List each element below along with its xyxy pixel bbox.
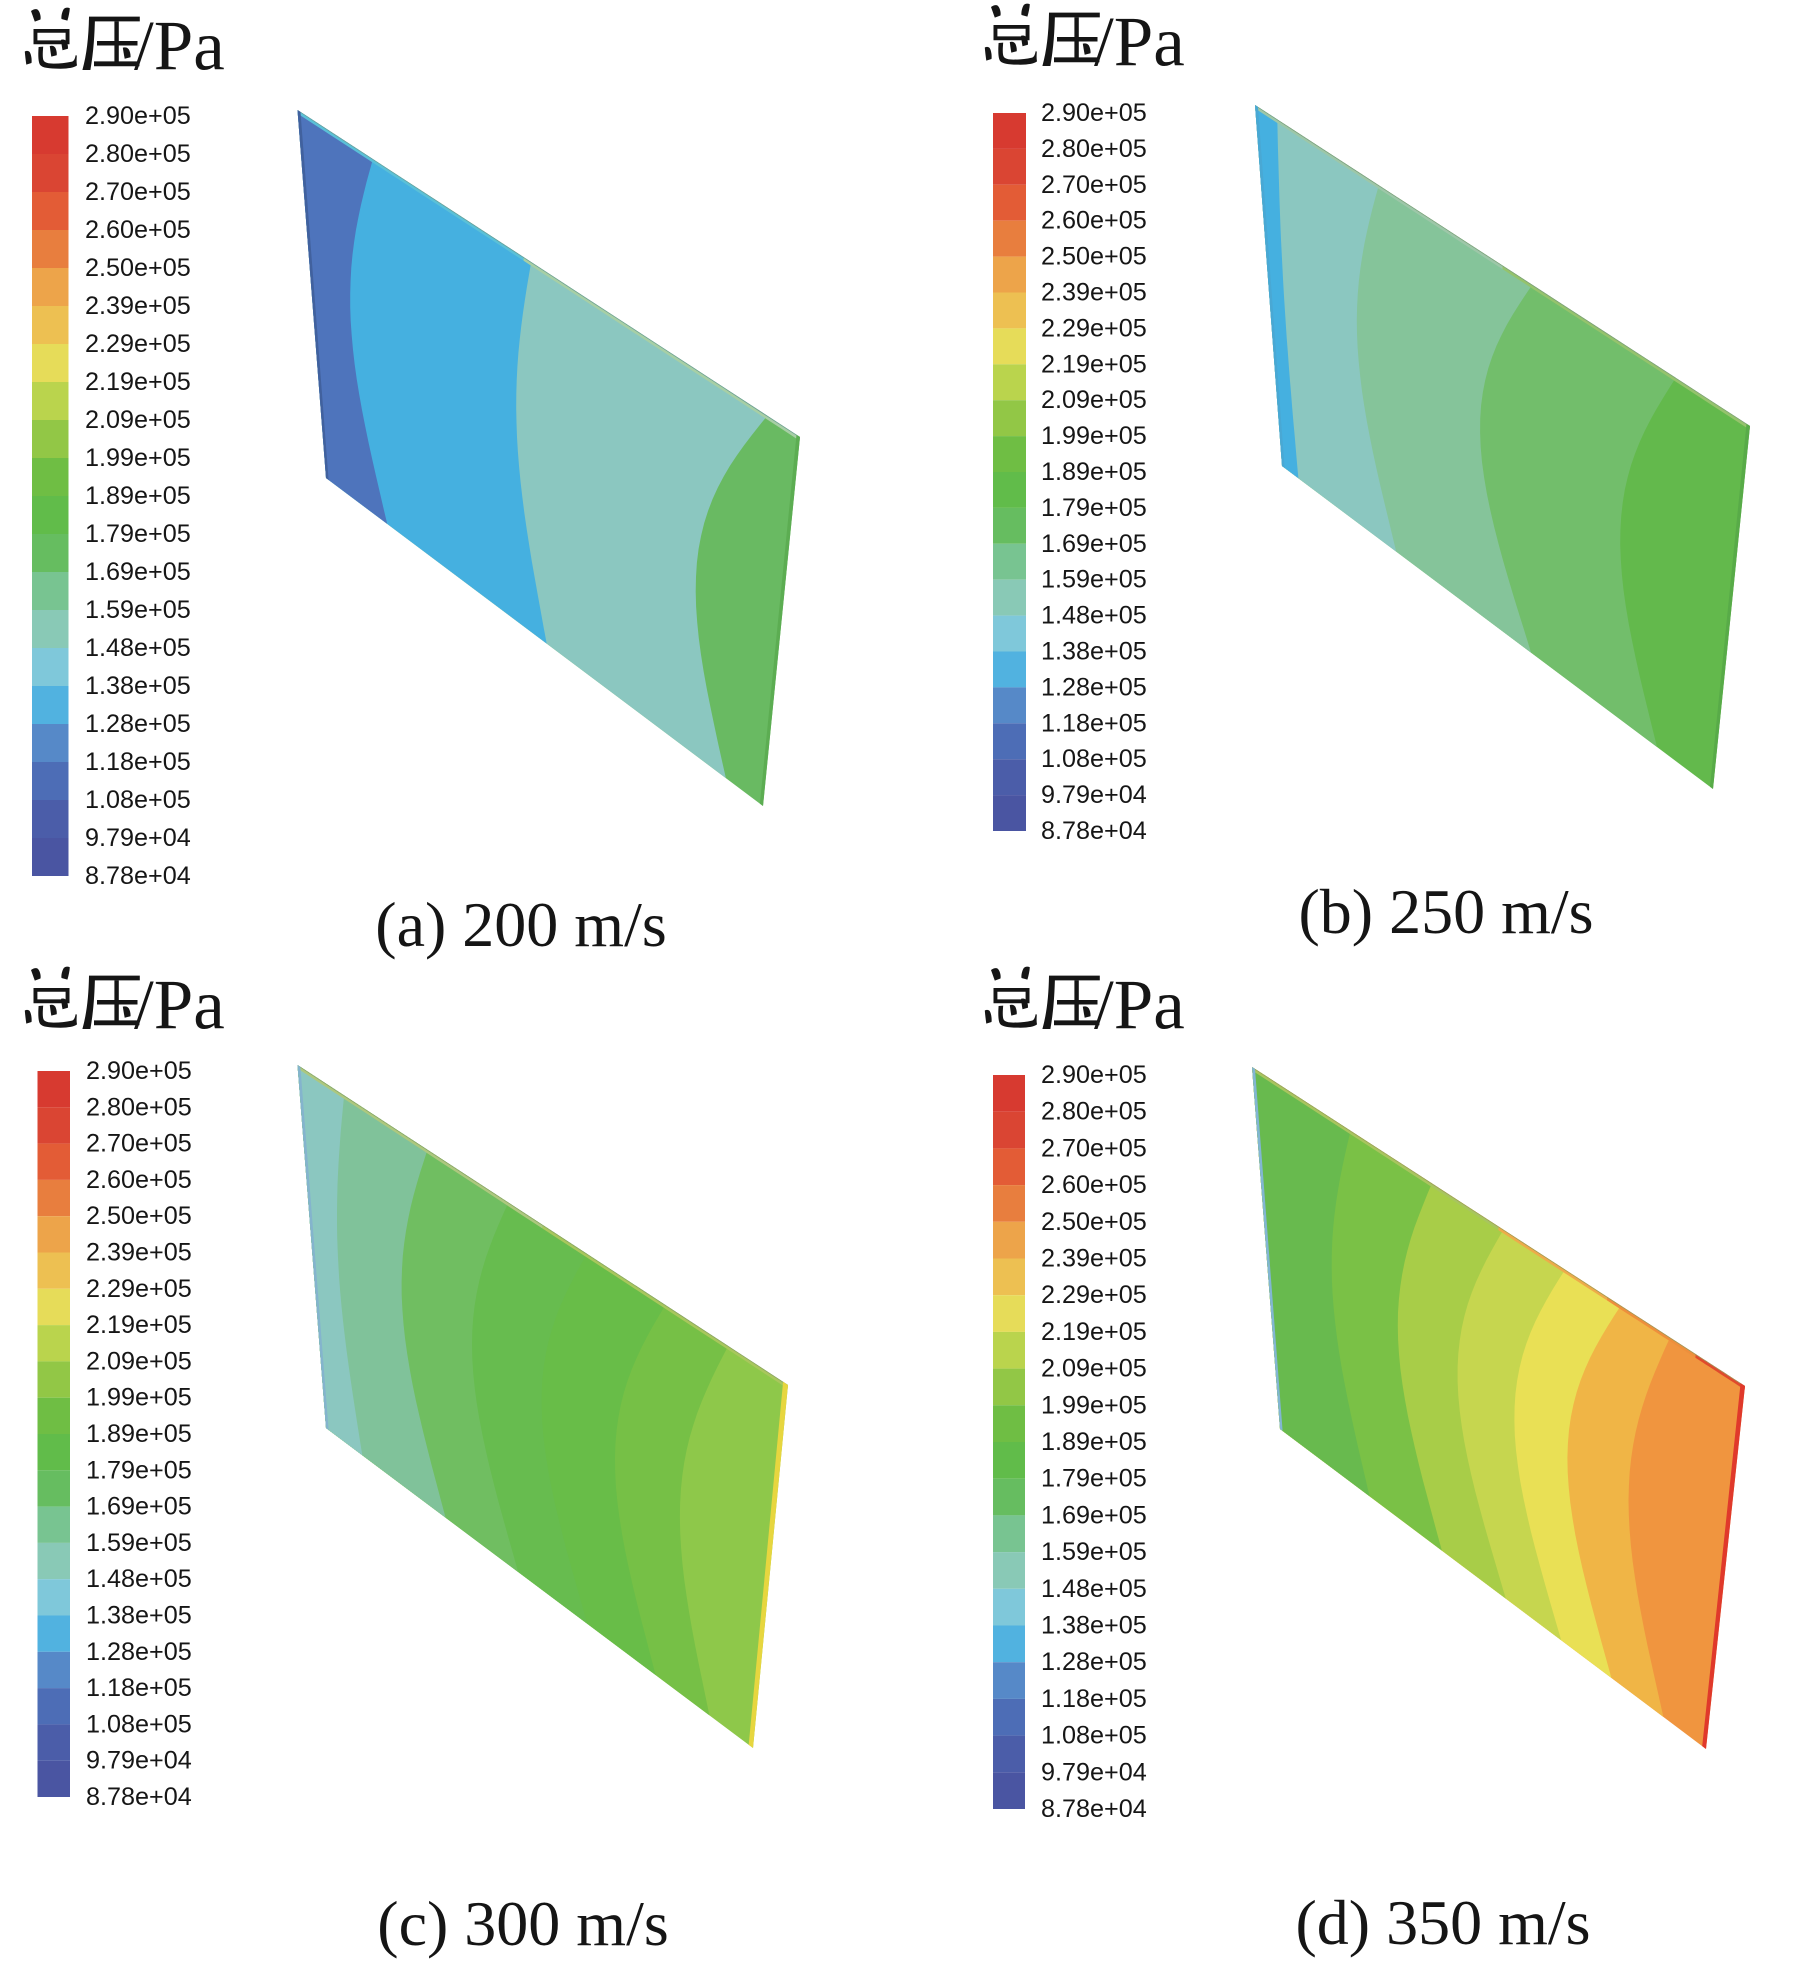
svg-text:2.09e+05: 2.09e+05 bbox=[1041, 1355, 1147, 1383]
svg-text:/Pa: /Pa bbox=[134, 967, 225, 1045]
svg-text:2.29e+05: 2.29e+05 bbox=[85, 330, 191, 358]
svg-text:2.39e+05: 2.39e+05 bbox=[1041, 279, 1147, 307]
svg-text:1.79e+05: 1.79e+05 bbox=[1041, 1465, 1147, 1493]
svg-text:2.70e+05: 2.70e+05 bbox=[85, 178, 191, 206]
svg-text:1.99e+05: 1.99e+05 bbox=[1041, 1391, 1147, 1419]
svg-text:9.79e+04: 9.79e+04 bbox=[1041, 1758, 1147, 1786]
svg-text:(b) 250 m/s: (b) 250 m/s bbox=[1298, 876, 1593, 947]
svg-text:1.89e+05: 1.89e+05 bbox=[86, 1420, 192, 1448]
svg-text:1.28e+05: 1.28e+05 bbox=[1041, 1648, 1147, 1676]
svg-text:2.29e+05: 2.29e+05 bbox=[1041, 1281, 1147, 1309]
svg-text:1.59e+05: 1.59e+05 bbox=[85, 596, 191, 624]
svg-text:1.79e+05: 1.79e+05 bbox=[85, 520, 191, 548]
svg-text:2.90e+05: 2.90e+05 bbox=[1041, 1061, 1147, 1089]
svg-text:2.80e+05: 2.80e+05 bbox=[85, 140, 191, 168]
svg-text:1.89e+05: 1.89e+05 bbox=[1041, 458, 1147, 486]
svg-text:1.99e+05: 1.99e+05 bbox=[85, 444, 191, 472]
svg-text:1.48e+05: 1.48e+05 bbox=[1041, 602, 1147, 630]
svg-text:2.70e+05: 2.70e+05 bbox=[1041, 1134, 1147, 1162]
svg-text:2.60e+05: 2.60e+05 bbox=[1041, 1171, 1147, 1199]
svg-text:1.89e+05: 1.89e+05 bbox=[1041, 1428, 1147, 1456]
svg-text:1.48e+05: 1.48e+05 bbox=[86, 1565, 192, 1593]
svg-text:2.80e+05: 2.80e+05 bbox=[1041, 1098, 1147, 1126]
svg-text:8.78e+04: 8.78e+04 bbox=[85, 862, 191, 890]
svg-text:/Pa: /Pa bbox=[134, 8, 225, 86]
svg-text:1.59e+05: 1.59e+05 bbox=[1041, 566, 1147, 594]
svg-text:1.69e+05: 1.69e+05 bbox=[1041, 1501, 1147, 1529]
svg-text:1.08e+05: 1.08e+05 bbox=[1041, 1722, 1147, 1750]
svg-text:1.38e+05: 1.38e+05 bbox=[86, 1602, 192, 1630]
svg-text:2.29e+05: 2.29e+05 bbox=[86, 1275, 192, 1303]
svg-text:1.48e+05: 1.48e+05 bbox=[85, 634, 191, 662]
svg-text:1.79e+05: 1.79e+05 bbox=[1041, 494, 1147, 522]
svg-text:2.60e+05: 2.60e+05 bbox=[85, 216, 191, 244]
svg-text:1.89e+05: 1.89e+05 bbox=[85, 482, 191, 510]
svg-text:2.50e+05: 2.50e+05 bbox=[1041, 243, 1147, 271]
svg-text:2.60e+05: 2.60e+05 bbox=[86, 1166, 192, 1194]
svg-text:1.48e+05: 1.48e+05 bbox=[1041, 1575, 1147, 1603]
svg-text:1.59e+05: 1.59e+05 bbox=[86, 1529, 192, 1557]
svg-text:2.80e+05: 2.80e+05 bbox=[86, 1093, 192, 1121]
svg-text:1.18e+05: 1.18e+05 bbox=[1041, 1685, 1147, 1713]
svg-text:2.90e+05: 2.90e+05 bbox=[86, 1057, 192, 1085]
svg-text:(d) 350 m/s: (d) 350 m/s bbox=[1295, 1887, 1590, 1958]
svg-text:1.18e+05: 1.18e+05 bbox=[85, 748, 191, 776]
svg-text:2.90e+05: 2.90e+05 bbox=[1041, 99, 1147, 127]
svg-text:2.90e+05: 2.90e+05 bbox=[85, 102, 191, 130]
svg-text:2.09e+05: 2.09e+05 bbox=[1041, 386, 1147, 414]
svg-text:2.39e+05: 2.39e+05 bbox=[85, 292, 191, 320]
svg-text:1.69e+05: 1.69e+05 bbox=[85, 558, 191, 586]
svg-text:1.69e+05: 1.69e+05 bbox=[86, 1493, 192, 1521]
svg-text:2.09e+05: 2.09e+05 bbox=[86, 1347, 192, 1375]
svg-text:1.59e+05: 1.59e+05 bbox=[1041, 1538, 1147, 1566]
svg-text:1.08e+05: 1.08e+05 bbox=[85, 786, 191, 814]
svg-text:1.18e+05: 1.18e+05 bbox=[1041, 709, 1147, 737]
svg-text:8.78e+04: 8.78e+04 bbox=[1041, 817, 1147, 845]
svg-text:1.69e+05: 1.69e+05 bbox=[1041, 530, 1147, 558]
svg-text:1.28e+05: 1.28e+05 bbox=[85, 710, 191, 738]
svg-text:2.70e+05: 2.70e+05 bbox=[86, 1130, 192, 1158]
svg-text:8.78e+04: 8.78e+04 bbox=[86, 1783, 192, 1811]
svg-text:1.99e+05: 1.99e+05 bbox=[1041, 422, 1147, 450]
svg-text:2.19e+05: 2.19e+05 bbox=[1041, 1318, 1147, 1346]
svg-text:2.50e+05: 2.50e+05 bbox=[86, 1202, 192, 1230]
svg-text:2.80e+05: 2.80e+05 bbox=[1041, 135, 1147, 163]
svg-text:1.99e+05: 1.99e+05 bbox=[86, 1384, 192, 1412]
svg-text:1.79e+05: 1.79e+05 bbox=[86, 1456, 192, 1484]
svg-text:2.09e+05: 2.09e+05 bbox=[85, 406, 191, 434]
svg-text:(a) 200 m/s: (a) 200 m/s bbox=[375, 889, 667, 960]
svg-text:1.18e+05: 1.18e+05 bbox=[86, 1674, 192, 1702]
svg-text:1.38e+05: 1.38e+05 bbox=[1041, 1612, 1147, 1640]
svg-text:2.29e+05: 2.29e+05 bbox=[1041, 314, 1147, 342]
svg-text:/Pa: /Pa bbox=[1094, 967, 1185, 1045]
svg-text:1.28e+05: 1.28e+05 bbox=[1041, 673, 1147, 701]
svg-text:2.50e+05: 2.50e+05 bbox=[85, 254, 191, 282]
svg-text:9.79e+04: 9.79e+04 bbox=[1041, 781, 1147, 809]
svg-text:2.39e+05: 2.39e+05 bbox=[1041, 1245, 1147, 1273]
svg-text:2.39e+05: 2.39e+05 bbox=[86, 1239, 192, 1267]
svg-text:9.79e+04: 9.79e+04 bbox=[86, 1747, 192, 1775]
svg-text:/Pa: /Pa bbox=[1094, 4, 1185, 82]
svg-text:2.19e+05: 2.19e+05 bbox=[86, 1311, 192, 1339]
svg-text:(c) 300 m/s: (c) 300 m/s bbox=[377, 1888, 669, 1959]
svg-text:2.70e+05: 2.70e+05 bbox=[1041, 171, 1147, 199]
svg-text:2.50e+05: 2.50e+05 bbox=[1041, 1208, 1147, 1236]
svg-text:1.08e+05: 1.08e+05 bbox=[1041, 745, 1147, 773]
svg-text:2.60e+05: 2.60e+05 bbox=[1041, 207, 1147, 235]
svg-text:9.79e+04: 9.79e+04 bbox=[85, 824, 191, 852]
svg-text:8.78e+04: 8.78e+04 bbox=[1041, 1795, 1147, 1823]
svg-text:1.28e+05: 1.28e+05 bbox=[86, 1638, 192, 1666]
svg-text:1.38e+05: 1.38e+05 bbox=[85, 672, 191, 700]
svg-text:2.19e+05: 2.19e+05 bbox=[85, 368, 191, 396]
svg-text:1.38e+05: 1.38e+05 bbox=[1041, 638, 1147, 666]
svg-text:2.19e+05: 2.19e+05 bbox=[1041, 350, 1147, 378]
svg-text:1.08e+05: 1.08e+05 bbox=[86, 1710, 192, 1738]
